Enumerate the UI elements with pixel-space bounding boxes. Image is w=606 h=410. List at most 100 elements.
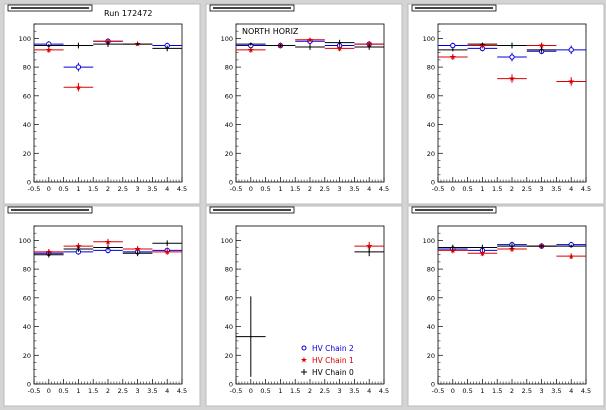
y-tick-label: 20 — [427, 352, 435, 360]
y-tick-label: 60 — [23, 294, 31, 302]
data-point-chain0 — [47, 44, 50, 47]
pad-2: -0.5 0 0.5 1 1.5 2 2.5 3 3.5 4 4.5020406080100NORT… — [205, 3, 403, 205]
data-point-chain1: ★ — [164, 247, 171, 256]
x-tick-label: -0.5 — [230, 185, 243, 193]
x-tick-label: 2.5 — [118, 387, 128, 395]
y-tick-label: 40 — [23, 121, 31, 129]
legend-marker-chain1: ★ — [300, 356, 307, 365]
legend-label-chain0: HV Chain 0 — [312, 368, 354, 377]
x-tick-label: 2 — [308, 185, 312, 193]
x-tick-label: -0.5 — [432, 185, 445, 193]
pad-background — [205, 205, 403, 407]
data-point-chain0 — [540, 245, 543, 248]
x-tick-label: 1 — [480, 387, 484, 395]
data-point-chain1: ★ — [45, 45, 52, 54]
pad-annotation: NORTH HORIZ — [242, 27, 299, 36]
x-tick-label: 0.5 — [58, 387, 68, 395]
data-point-chain2 — [450, 42, 456, 49]
data-point-chain1: ★ — [336, 44, 343, 53]
x-tick-label: 3.5 — [551, 387, 561, 395]
x-tick-label: 3.5 — [349, 387, 359, 395]
y-tick-label: 80 — [427, 266, 435, 274]
data-point-chain0 — [540, 48, 543, 51]
data-point-chain1: ★ — [508, 245, 515, 254]
data-point-chain0 — [481, 246, 484, 249]
x-tick-label: 2.5 — [522, 185, 532, 193]
x-tick-label: -0.5 — [432, 387, 445, 395]
legend-label-chain2: HV Chain 2 — [312, 344, 354, 353]
data-point-chain1: ★ — [134, 245, 141, 254]
y-tick-label: 20 — [225, 352, 233, 360]
x-tick-label: 4 — [367, 387, 371, 395]
y-tick-label: 20 — [427, 150, 435, 158]
x-tick-label: 4.5 — [581, 185, 591, 193]
pad-3: -0.5 0 0.5 1 1.5 2 2.5 3 3.5 4 4.5020406080100★★★★… — [407, 3, 605, 205]
pad-title-text — [11, 209, 89, 211]
data-point-chain2 — [568, 47, 574, 53]
x-tick-label: 0 — [451, 185, 455, 193]
run-label: Run 172472 — [104, 9, 152, 18]
y-tick-label: 0 — [229, 179, 233, 187]
x-tick-label: 0 — [249, 387, 253, 395]
x-tick-label: 3.5 — [551, 185, 561, 193]
x-tick-label: 2 — [308, 387, 312, 395]
x-tick-label: 1.5 — [88, 387, 98, 395]
x-tick-label: -0.5 — [28, 387, 41, 395]
x-tick-label: 0 — [451, 387, 455, 395]
data-point-chain0 — [136, 43, 139, 46]
x-tick-label: 0 — [47, 185, 51, 193]
y-tick-label: 60 — [23, 92, 31, 100]
x-tick-label: 3.5 — [147, 185, 157, 193]
data-point-chain0 — [451, 246, 454, 249]
pad-4: -0.500.511.522.533.544.5020406080100★★★★… — [3, 205, 201, 407]
data-point-chain0 — [451, 48, 454, 51]
data-point-chain1: ★ — [247, 45, 254, 54]
data-point-chain0 — [338, 41, 341, 44]
data-point-chain0 — [309, 46, 311, 48]
x-tick-label: 4 — [569, 387, 573, 395]
x-tick-label: 2.5 — [320, 185, 330, 193]
x-tick-label: 2 — [510, 387, 514, 395]
data-point-chain0 — [136, 252, 139, 255]
x-tick-label: 0 — [249, 185, 253, 193]
data-point-chain1: ★ — [508, 74, 515, 83]
y-tick-label: 100 — [423, 35, 435, 43]
data-point-chain1: ★ — [366, 242, 373, 251]
y-tick-label: 80 — [225, 266, 233, 274]
data-point-chain0 — [249, 43, 252, 46]
data-point-chain1: ★ — [538, 41, 545, 50]
y-tick-label: 60 — [427, 294, 435, 302]
pad-title-text — [213, 7, 291, 9]
data-point-chain0 — [368, 250, 371, 253]
x-tick-label: 0.5 — [58, 185, 68, 193]
y-tick-label: 60 — [225, 92, 233, 100]
data-point-chain1: ★ — [568, 252, 575, 261]
data-point-chain1: ★ — [449, 246, 456, 255]
x-tick-label: 4 — [569, 185, 573, 193]
x-tick-label: -0.5 — [230, 387, 243, 395]
x-tick-label: 4.5 — [177, 387, 187, 395]
x-tick-label: 4 — [367, 185, 371, 193]
y-tick-label: 0 — [431, 179, 435, 187]
y-tick-label: 80 — [427, 64, 435, 72]
pad-background — [407, 3, 605, 205]
data-point-chain0 — [511, 245, 513, 248]
x-tick-label: -0.5 — [28, 185, 41, 193]
data-point-chain0 — [279, 44, 282, 47]
data-point-chain0 — [166, 47, 169, 50]
pad-title-text — [415, 7, 493, 9]
x-tick-label: 4.5 — [581, 387, 591, 395]
y-tick-label: 0 — [431, 381, 435, 389]
x-tick-label: 1 — [76, 185, 80, 193]
x-tick-label: 3 — [540, 185, 544, 193]
data-point-chain0 — [77, 248, 80, 250]
legend-label-chain1: HV Chain 1 — [312, 356, 354, 365]
x-tick-label: 4 — [165, 185, 169, 193]
data-point-chain0 — [47, 253, 50, 256]
data-point-chain0 — [481, 43, 484, 46]
x-tick-label: 0.5 — [260, 387, 270, 395]
x-tick-label: 3.5 — [147, 387, 157, 395]
x-tick-label: 4.5 — [379, 185, 389, 193]
